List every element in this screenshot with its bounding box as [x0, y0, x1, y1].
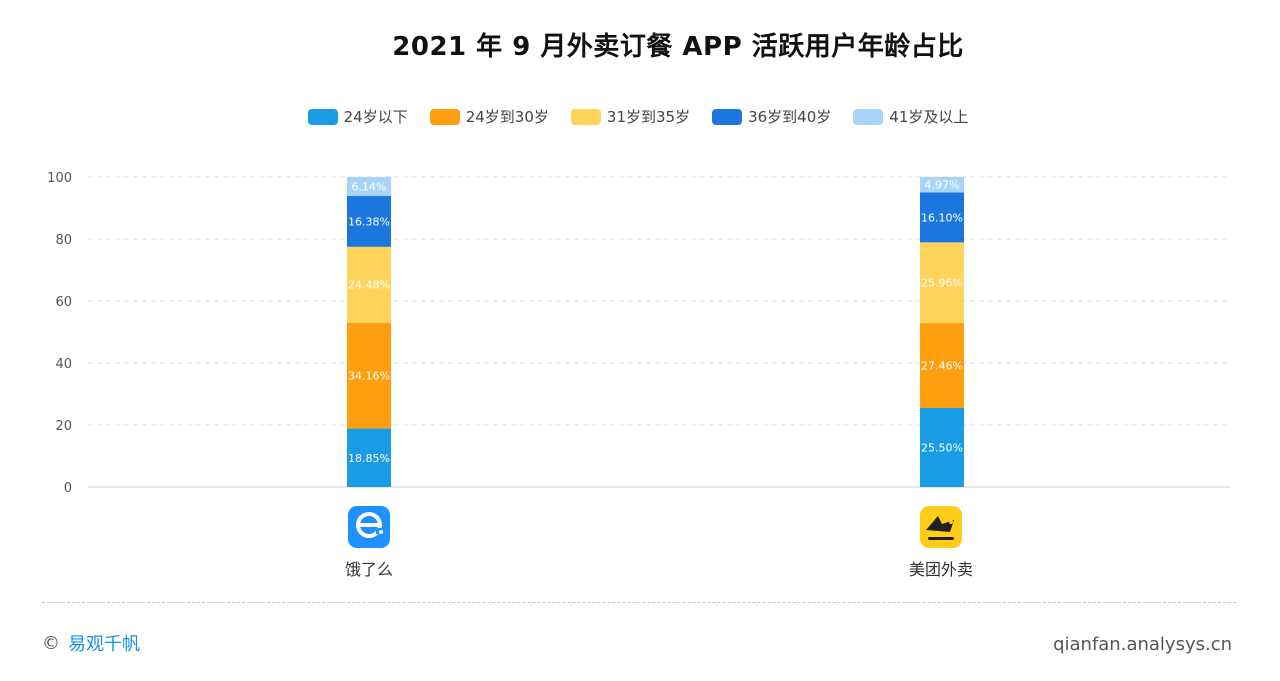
data-label: 27.46%	[921, 359, 963, 372]
chart-legend: 24岁以下 24岁到30岁 31岁到35岁 36岁到40岁 41岁及以上	[0, 106, 1276, 127]
eleme-logo-glyph	[356, 512, 383, 538]
data-label: 25.96%	[921, 277, 963, 290]
bar-segment	[920, 242, 964, 323]
data-label: 16.38%	[348, 215, 390, 228]
y-tick-label: 60	[55, 295, 72, 310]
footer-brand-name: 易观千帆	[68, 634, 140, 655]
bar-segment	[920, 177, 964, 193]
legend-label: 41岁及以上	[889, 108, 969, 126]
legend-label: 24岁到30岁	[465, 108, 549, 126]
legend-label: 24岁以下	[343, 108, 408, 126]
y-tick-label: 0	[64, 481, 72, 496]
eleme-logo-icon	[348, 506, 390, 548]
y-tick-label: 100	[47, 171, 72, 186]
app-label-eleme: 饿了么	[344, 560, 393, 579]
footer-divider	[42, 602, 1236, 603]
legend-item[interactable]: 31岁到35岁	[570, 106, 691, 127]
data-label: 4.97%	[925, 179, 960, 192]
legend-item[interactable]: 24岁以下	[307, 106, 408, 127]
legend-swatch	[429, 108, 460, 125]
app-label-meituan: 美团外卖	[908, 560, 973, 579]
legend-item[interactable]: 41岁及以上	[853, 106, 968, 127]
legend-item[interactable]: 36岁到40岁	[712, 106, 831, 127]
legend-swatch	[712, 108, 743, 125]
y-tick-label: 80	[55, 233, 72, 248]
data-label: 34.16%	[348, 370, 390, 383]
legend-item[interactable]: 24岁到30岁	[429, 106, 549, 127]
data-label: 25.50%	[921, 441, 963, 454]
chart-title: 2021 年 9 月外卖订餐 APP 活跃用户年龄占比	[392, 32, 964, 62]
bar-segment	[920, 407, 964, 487]
legend-label: 36岁到40岁	[748, 108, 832, 126]
meituan-waimai-logo-icon	[920, 506, 962, 548]
footer-brand: © 易观千帆	[42, 630, 140, 656]
data-label: 18.85%	[348, 452, 390, 465]
bar-segment	[347, 196, 391, 247]
bar-segment	[347, 322, 391, 429]
bar-segment	[920, 322, 964, 408]
data-label: 16.10%	[921, 211, 963, 224]
y-tick-label: 40	[55, 357, 72, 372]
legend-swatch	[307, 108, 338, 125]
legend-swatch	[853, 108, 884, 125]
legend-swatch	[570, 108, 601, 125]
copyright-icon: ©	[42, 632, 60, 654]
stacked-bar-chart: 0 20 40 60 80 100 18.85% 34.16% 24.48% 16.38% 6.14…	[47, 171, 1230, 496]
bar-segment	[347, 177, 391, 197]
bar-segment	[920, 192, 964, 243]
bar-segment	[347, 246, 391, 323]
legend-label: 31岁到35岁	[606, 108, 691, 126]
data-label: 6.14%	[352, 181, 387, 194]
bar-segment	[347, 428, 391, 487]
y-tick-label: 20	[55, 419, 72, 434]
data-label: 24.48%	[348, 279, 390, 292]
meituan-logo-glyph	[926, 516, 954, 540]
footer-url: qianfan.analysys.cn	[1053, 634, 1232, 655]
